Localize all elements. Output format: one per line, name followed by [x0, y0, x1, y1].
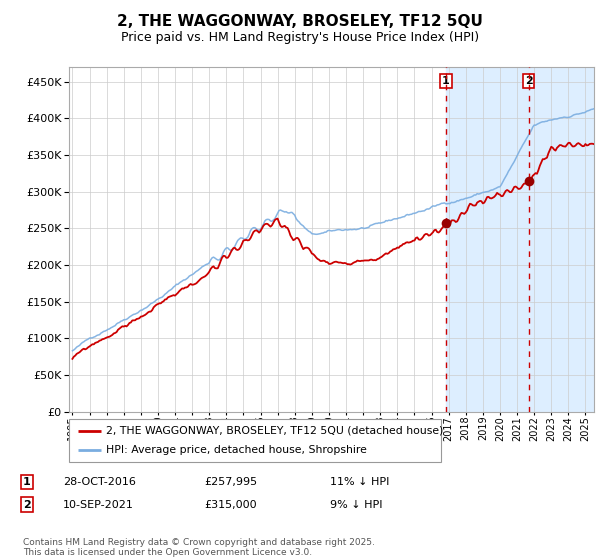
- Text: £315,000: £315,000: [204, 500, 257, 510]
- Text: HPI: Average price, detached house, Shropshire: HPI: Average price, detached house, Shro…: [106, 445, 367, 455]
- Text: 1: 1: [23, 477, 31, 487]
- Text: 2: 2: [524, 76, 532, 86]
- Text: 1: 1: [442, 76, 449, 86]
- Text: 2, THE WAGGONWAY, BROSELEY, TF12 5QU (detached house): 2, THE WAGGONWAY, BROSELEY, TF12 5QU (de…: [106, 426, 443, 436]
- Text: 9% ↓ HPI: 9% ↓ HPI: [330, 500, 383, 510]
- Text: 2, THE WAGGONWAY, BROSELEY, TF12 5QU: 2, THE WAGGONWAY, BROSELEY, TF12 5QU: [117, 14, 483, 29]
- Text: 28-OCT-2016: 28-OCT-2016: [63, 477, 136, 487]
- Bar: [446, 67, 594, 412]
- Text: Price paid vs. HM Land Registry's House Price Index (HPI): Price paid vs. HM Land Registry's House …: [121, 31, 479, 44]
- Text: 2: 2: [23, 500, 31, 510]
- Text: Contains HM Land Registry data © Crown copyright and database right 2025.
This d: Contains HM Land Registry data © Crown c…: [23, 538, 374, 557]
- Text: 11% ↓ HPI: 11% ↓ HPI: [330, 477, 389, 487]
- Text: 10-SEP-2021: 10-SEP-2021: [63, 500, 134, 510]
- Text: £257,995: £257,995: [204, 477, 257, 487]
